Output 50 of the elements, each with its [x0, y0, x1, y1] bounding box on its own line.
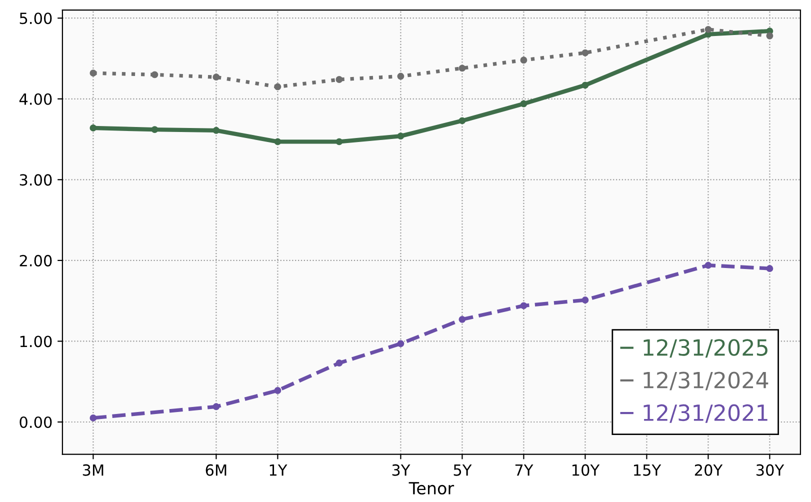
point — [704, 26, 712, 33]
point — [274, 387, 282, 394]
y-tick-label: 0.00 — [20, 416, 52, 428]
x-tick-label: 5Y — [454, 464, 472, 476]
point — [520, 302, 528, 310]
x-tick-label: 3M — [82, 464, 104, 476]
x-tick-label: 7Y — [515, 464, 534, 476]
y-tick-label: 5.00 — [20, 12, 52, 24]
x-tick-label: 10Y — [572, 464, 600, 476]
legend-label: 12/31/2025 — [644, 339, 768, 358]
point — [520, 56, 528, 64]
point — [397, 340, 404, 348]
point — [458, 117, 466, 124]
x-tick-label: 3Y — [392, 464, 410, 476]
x-axis-title: Tenor — [408, 482, 454, 494]
point — [520, 100, 528, 108]
point — [274, 83, 282, 90]
x-tick-label: 6M — [206, 464, 226, 476]
point — [90, 124, 97, 132]
legend-label: 12/31/2024 — [644, 372, 768, 390]
point — [151, 126, 158, 134]
point — [458, 64, 466, 72]
point — [336, 138, 343, 146]
x-tick-label: 20Y — [694, 464, 723, 476]
point — [766, 32, 774, 40]
point — [582, 296, 589, 304]
point — [582, 49, 589, 56]
x-tick-label: 1Y — [270, 464, 288, 476]
point — [212, 126, 220, 134]
point — [458, 316, 466, 323]
x-tick-label: 15Y — [634, 464, 662, 476]
y-tick-label: 3.00 — [20, 174, 52, 186]
y-tick-label: 2.00 — [20, 254, 52, 266]
point — [90, 70, 97, 77]
point — [212, 74, 220, 81]
point — [151, 71, 158, 78]
y-tick-label: 4.00 — [19, 93, 52, 105]
x-tick-label: 30Y — [756, 464, 784, 476]
point — [90, 414, 97, 422]
point — [704, 262, 712, 269]
point — [397, 72, 404, 80]
point — [212, 403, 220, 410]
point — [336, 360, 343, 367]
point — [582, 82, 589, 89]
point — [766, 265, 774, 272]
point — [274, 138, 282, 146]
point — [336, 76, 343, 83]
legend-label: 12/31/2021 — [644, 404, 768, 423]
point — [397, 132, 404, 140]
y-tick-label: 1.00 — [20, 336, 52, 348]
